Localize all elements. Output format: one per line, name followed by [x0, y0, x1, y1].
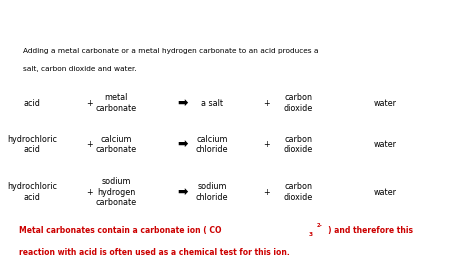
- Text: hydrochloric
acid: hydrochloric acid: [7, 135, 57, 154]
- Text: water: water: [374, 99, 396, 107]
- Text: calcium
carbonate: calcium carbonate: [96, 135, 137, 154]
- Text: +: +: [263, 140, 270, 149]
- Text: sodium
hydrogen
carbonate: sodium hydrogen carbonate: [96, 177, 137, 207]
- Text: 3: 3: [309, 232, 313, 237]
- Text: 2-: 2-: [317, 223, 322, 227]
- Text: water: water: [374, 140, 396, 149]
- Text: Making Salts From Metal Carbonates: Making Salts From Metal Carbonates: [93, 13, 381, 27]
- Text: +: +: [86, 188, 92, 197]
- Text: hydrochloric
acid: hydrochloric acid: [7, 182, 57, 202]
- Text: water: water: [374, 188, 396, 197]
- Text: +: +: [86, 99, 92, 107]
- Text: ➡: ➡: [177, 138, 188, 151]
- Text: +: +: [263, 99, 270, 107]
- Text: +: +: [86, 140, 92, 149]
- Text: ➡: ➡: [177, 97, 188, 110]
- Text: carbon
dioxide: carbon dioxide: [284, 93, 313, 113]
- Text: Metal carbonates contain a carbonate ion ( CO: Metal carbonates contain a carbonate ion…: [18, 226, 221, 235]
- Text: ➡: ➡: [177, 186, 188, 199]
- Text: carbon
dioxide: carbon dioxide: [284, 135, 313, 154]
- Text: a salt: a salt: [201, 99, 223, 107]
- Text: salt, carbon dioxide and water.: salt, carbon dioxide and water.: [23, 66, 137, 72]
- Text: reaction with acid is often used as a chemical test for this ion.: reaction with acid is often used as a ch…: [18, 248, 289, 257]
- Text: sodium
chloride: sodium chloride: [196, 182, 228, 202]
- Text: +: +: [263, 188, 270, 197]
- Text: acid: acid: [24, 99, 41, 107]
- Text: carbon
dioxide: carbon dioxide: [284, 182, 313, 202]
- Text: calcium
chloride: calcium chloride: [196, 135, 228, 154]
- Text: ) and therefore this: ) and therefore this: [328, 226, 413, 235]
- Text: metal
carbonate: metal carbonate: [96, 93, 137, 113]
- Text: Adding a metal carbonate or a metal hydrogen carbonate to an acid produces a: Adding a metal carbonate or a metal hydr…: [23, 48, 319, 55]
